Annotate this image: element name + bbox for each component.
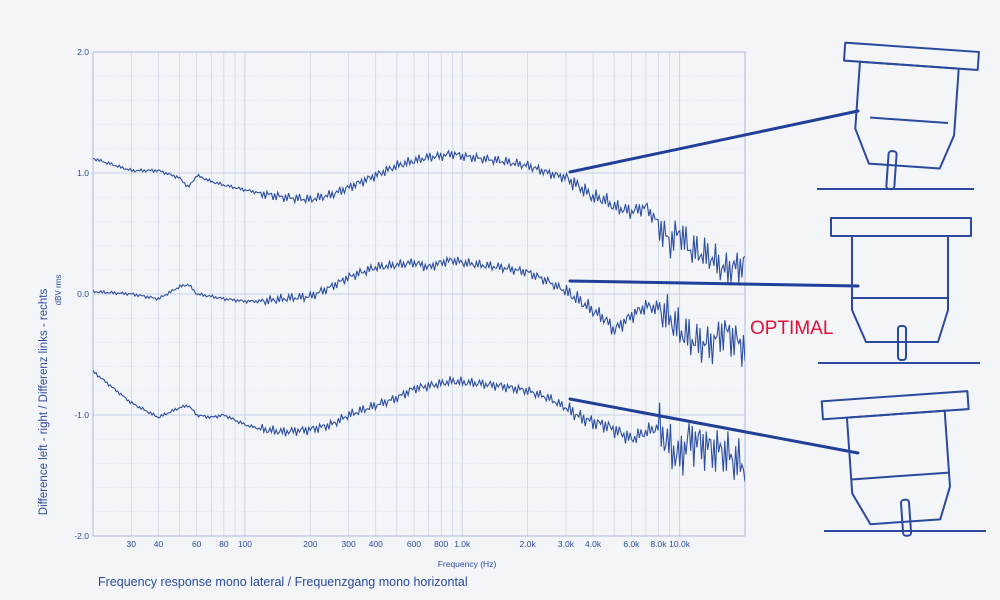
- pointer-line-top: [568, 109, 860, 174]
- x-tick-label: 600: [407, 539, 421, 549]
- figure-caption: Frequency response mono lateral / Freque…: [98, 575, 468, 589]
- grid: [93, 52, 745, 536]
- series-line-1: [93, 149, 745, 283]
- x-tick-label: 200: [303, 539, 317, 549]
- x-tick-label: 3.0k: [558, 539, 575, 549]
- x-tick-label: 300: [342, 539, 356, 549]
- x-tick-label: 40: [154, 539, 164, 549]
- pointer-line-middle: [568, 279, 860, 288]
- y-tick-label: 1.0: [77, 168, 89, 178]
- x-tick-label: 30: [127, 539, 137, 549]
- optimal-label: OPTIMAL: [750, 318, 833, 339]
- x-tick-label: 10.0k: [669, 539, 691, 549]
- x-tick-label: 80: [219, 539, 229, 549]
- series-line-3: [93, 370, 745, 482]
- x-tick-label: 6.0k: [623, 539, 640, 549]
- x-tick-label: 400: [369, 539, 383, 549]
- series-layer: [93, 149, 745, 482]
- x-tick-label: 4.0k: [585, 539, 602, 549]
- x-tick-label: 60: [192, 539, 202, 549]
- series-line-2: [93, 255, 745, 367]
- x-tick-labels: 30 40 60 80 100 200 300 400 600 800 1.0k 2.0k 3.0k 4.…: [127, 539, 691, 549]
- x-tick-label: 2.0k: [520, 539, 537, 549]
- cartridge-tilted-bottom-illustration: [820, 390, 986, 537]
- pointer-lines: [568, 109, 860, 455]
- cartridge-tilted-top-illustration: [817, 41, 980, 191]
- y-tick-label: -1.0: [74, 410, 89, 420]
- cartridge-optimal-illustration: [818, 217, 980, 364]
- y-tick-label: -2.0: [74, 531, 89, 541]
- y-tick-labels: 2.0 1.0 0.0 -1.0 -2.0: [74, 47, 89, 541]
- pointer-line-bottom: [568, 397, 860, 455]
- y-axis-label: Difference left - right / Differenz link…: [38, 289, 50, 516]
- x-tick-label: 800: [434, 539, 448, 549]
- x-tick-label: 1.0k: [454, 539, 471, 549]
- y-tick-label: 2.0: [77, 47, 89, 57]
- plot-frame: [92, 51, 746, 537]
- y-tick-label: 0.0: [77, 289, 89, 299]
- y-axis-unit-label: dBV rms: [54, 275, 63, 306]
- cartridge-illustrations: [817, 41, 986, 537]
- x-tick-label: 100: [238, 539, 252, 549]
- x-tick-label: 8.0k: [650, 539, 667, 549]
- x-axis-label: Frequency (Hz): [438, 559, 497, 569]
